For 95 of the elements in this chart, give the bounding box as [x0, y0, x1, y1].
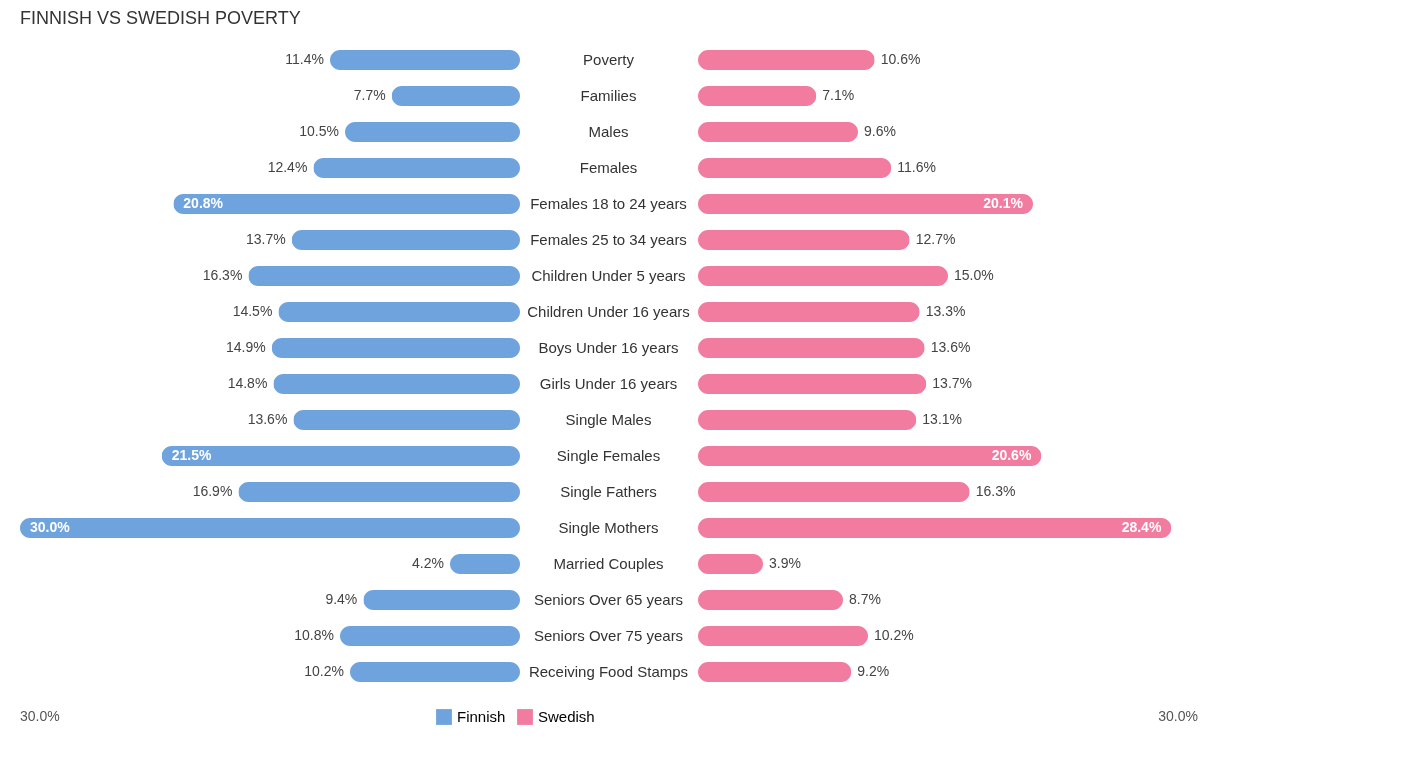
data-label: 8.7% [849, 591, 881, 607]
y-tick-label: Females [579, 159, 638, 176]
data-label: 10.2% [304, 663, 344, 679]
data-label: 10.8% [294, 627, 334, 643]
data-label: 10.5% [299, 123, 339, 139]
bar [698, 626, 868, 646]
bar [345, 122, 520, 142]
bar [293, 410, 520, 430]
data-label: 12.7% [915, 231, 956, 247]
data-label: 21.5% [171, 447, 212, 463]
bar [248, 266, 520, 286]
data-label: 12.4% [267, 159, 308, 175]
y-tick-label: Single Fathers [560, 483, 657, 500]
legend-label: Swedish [538, 708, 595, 725]
data-label: 13.6% [930, 339, 971, 355]
bar [698, 158, 892, 178]
bar [698, 662, 852, 682]
bar [173, 194, 520, 214]
bar [273, 374, 520, 394]
bar [450, 554, 520, 574]
data-label: 20.6% [991, 447, 1032, 463]
bar [698, 482, 970, 502]
text: 30.0% [20, 708, 60, 724]
legend-label: Finnish [457, 708, 506, 725]
bar [698, 590, 843, 610]
data-label: 3.9% [769, 555, 801, 571]
data-label: 7.1% [822, 87, 855, 103]
bar [698, 194, 1033, 214]
data-label: 9.2% [857, 663, 890, 679]
data-label: 16.3% [202, 267, 243, 283]
y-tick-label: Females 25 to 34 years [530, 231, 687, 248]
y-tick-label: Boys Under 16 years [538, 339, 679, 356]
data-label: 10.6% [880, 51, 921, 67]
data-label: 14.9% [225, 339, 266, 355]
data-label: 30.0% [30, 519, 71, 535]
data-label: 10.2% [874, 627, 914, 643]
bar [698, 518, 1172, 538]
data-label: 13.1% [922, 411, 963, 427]
bar [698, 302, 920, 322]
bar [313, 158, 520, 178]
y-tick-label: Married Couples [553, 555, 664, 572]
y-tick-label: Children Under 5 years [531, 267, 686, 284]
data-label: 14.5% [232, 303, 273, 319]
bar [278, 302, 520, 322]
y-tick-label: Girls Under 16 years [539, 375, 678, 392]
data-label: 13.6% [247, 411, 288, 427]
y-tick-label: Children Under 16 years [527, 303, 690, 320]
data-label: 13.7% [932, 375, 973, 391]
y-tick-label: Single Mothers [558, 519, 659, 536]
bar [698, 554, 763, 574]
data-label: 28.4% [1121, 519, 1162, 535]
data-label: 4.2% [412, 555, 444, 571]
y-tick-label: Single Females [556, 447, 661, 464]
bar [698, 230, 910, 250]
data-label: 13.3% [925, 303, 966, 319]
bar [271, 338, 520, 358]
bar [20, 518, 520, 538]
data-label: 13.7% [245, 231, 286, 247]
bar [238, 482, 520, 502]
text: 30.0% [1158, 708, 1198, 724]
y-tick-label: Seniors Over 65 years [533, 591, 684, 608]
bar [698, 410, 917, 430]
bar [698, 86, 817, 106]
y-tick-label: Single Males [565, 411, 652, 428]
bar [291, 230, 520, 250]
y-tick-label: Poverty [583, 51, 635, 68]
data-label: 15.0% [954, 267, 994, 283]
data-label: 9.4% [325, 591, 358, 607]
data-label: 14.8% [227, 375, 268, 391]
data-label: 11.6% [897, 159, 937, 175]
data-label: 16.3% [975, 483, 1016, 499]
y-tick-label: Receiving Food Stamps [528, 663, 689, 680]
bar [391, 86, 520, 106]
y-tick-label: Families [580, 87, 637, 104]
bar [161, 446, 520, 466]
bar [350, 662, 520, 682]
data-label: 9.6% [864, 123, 896, 139]
bar [698, 374, 927, 394]
bar [698, 50, 875, 70]
data-label: 11.4% [285, 51, 324, 67]
y-tick-label: Seniors Over 75 years [533, 627, 684, 644]
chart-title: FINNISH VS SWEDISH POVERTY [20, 8, 301, 28]
bar [330, 50, 520, 70]
data-label: 16.9% [192, 483, 233, 499]
bar [340, 626, 520, 646]
bar [698, 446, 1042, 466]
data-label: 20.8% [183, 195, 224, 211]
bar [698, 122, 858, 142]
bar [698, 338, 925, 358]
data-label: 7.7% [353, 87, 386, 103]
data-label: 20.1% [983, 195, 1024, 211]
y-tick-label: Females 18 to 24 years [530, 195, 687, 212]
y-tick-label: Males [588, 123, 629, 140]
bar [698, 266, 948, 286]
bar [363, 590, 520, 610]
